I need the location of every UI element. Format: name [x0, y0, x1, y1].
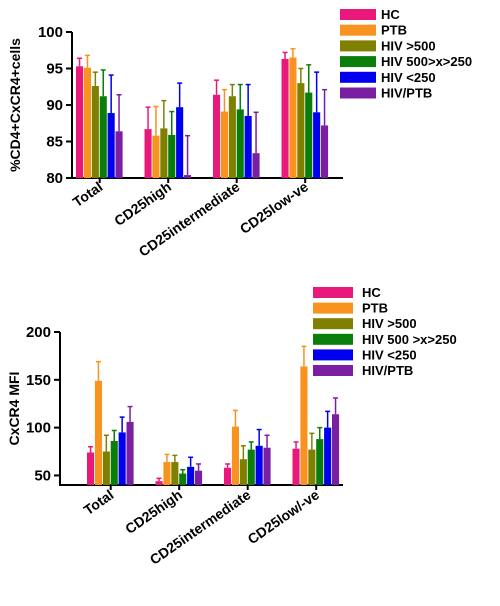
y-tick-label: 85 — [46, 134, 63, 151]
legend-swatch — [340, 56, 376, 68]
bar — [99, 96, 107, 178]
y-tick-label: 100 — [26, 420, 51, 437]
legend-swatch — [313, 318, 353, 330]
legend-label: HIV/PTB — [381, 86, 432, 101]
bar — [239, 459, 247, 485]
bar — [231, 426, 239, 485]
legend-label: HC — [381, 7, 400, 22]
bar — [87, 452, 95, 485]
legend-swatch — [313, 333, 353, 345]
bar — [297, 83, 305, 178]
bar — [252, 153, 260, 178]
x-tick-label: CD25low-ve — [237, 178, 311, 237]
bar — [155, 481, 163, 485]
y-tick-label: 95 — [46, 61, 63, 78]
legend-swatch — [340, 87, 376, 99]
bar — [160, 128, 168, 178]
bar — [94, 380, 102, 485]
legend-swatch — [340, 71, 376, 83]
legend-label: PTB — [381, 23, 407, 38]
bar — [263, 447, 271, 485]
bar — [224, 467, 232, 485]
chart-cxcr4-percent: 80 85 90 95 100 %CD4+CxCR4+cells Total CD25high… — [7, 7, 472, 260]
legend-label: HIV 500 >x>250 — [362, 332, 457, 347]
bar — [308, 449, 316, 485]
bar — [316, 439, 324, 485]
bar — [83, 67, 91, 178]
bar — [332, 414, 340, 485]
legend-label: HC — [362, 285, 381, 300]
y-tick-label: 80 — [46, 170, 63, 187]
legend-swatch — [313, 302, 353, 314]
bar — [213, 94, 221, 178]
legend-label: HIV >500 — [362, 316, 417, 331]
x-tick-label: Total — [70, 178, 106, 210]
x-tick-label: CD25low/-ve — [245, 486, 323, 547]
legend-label: HIV <250 — [381, 70, 436, 85]
bar — [110, 441, 118, 485]
bar — [118, 432, 126, 485]
y-tick-label: 150 — [26, 372, 51, 389]
bar — [247, 449, 255, 485]
bar — [76, 66, 84, 178]
bar — [195, 470, 203, 485]
x-tick-label: Total — [81, 486, 117, 518]
y-axis-title: CxCR4 MFI — [6, 372, 22, 446]
bar — [321, 125, 329, 178]
bar — [184, 175, 192, 178]
bar — [187, 466, 195, 485]
bar — [255, 445, 263, 485]
legend-swatch — [313, 365, 353, 376]
bar — [102, 451, 110, 485]
bar — [176, 107, 184, 178]
bar — [324, 427, 332, 485]
legend-label: PTB — [362, 301, 388, 316]
y-axis-title: %CD4+CxCR4+cells — [7, 38, 23, 172]
legend-swatch — [313, 349, 353, 361]
bar — [171, 462, 179, 485]
legend-label: HIV >500 — [381, 38, 436, 53]
bar — [305, 92, 313, 178]
bar — [236, 109, 244, 178]
y-tick-label: 100 — [38, 24, 63, 41]
legend-label: HIV 500>x>250 — [381, 54, 472, 69]
x-tick-label: CD25high — [122, 486, 185, 537]
bar — [126, 421, 134, 485]
y-tick-label: 50 — [34, 467, 51, 484]
bar — [300, 366, 308, 485]
bar — [152, 135, 160, 178]
bar — [107, 113, 115, 178]
bar — [220, 111, 228, 178]
bar — [179, 473, 187, 485]
bar — [289, 57, 297, 178]
y-tick-label: 200 — [26, 324, 51, 341]
bar — [168, 134, 176, 178]
bar — [292, 448, 300, 485]
bar — [91, 86, 99, 178]
bar — [144, 129, 152, 178]
bar — [313, 112, 321, 178]
bar — [115, 131, 123, 178]
legend-label: HIV/PTB — [362, 363, 413, 378]
x-tick-label: CD25high — [111, 178, 174, 229]
legend-swatch — [313, 287, 353, 298]
legend-swatch — [340, 9, 376, 20]
legend-swatch — [340, 24, 376, 36]
bar — [244, 115, 252, 178]
bar — [163, 462, 171, 485]
bar — [228, 96, 236, 178]
bar — [281, 59, 289, 179]
legend-swatch — [340, 40, 376, 52]
legend-label: HIV <250 — [362, 347, 417, 362]
y-tick-label: 90 — [46, 97, 63, 114]
